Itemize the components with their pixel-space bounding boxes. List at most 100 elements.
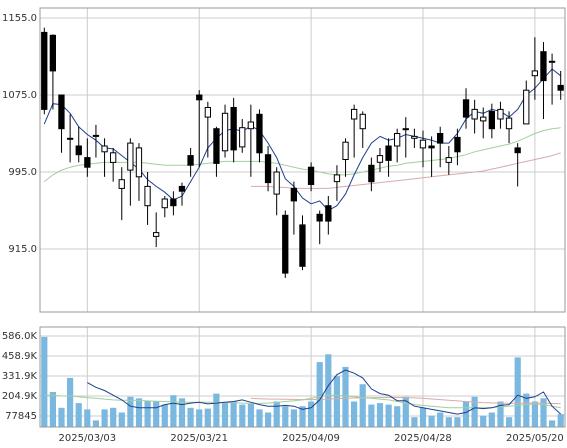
volume-bar: [41, 336, 48, 427]
volume-bar: [282, 406, 289, 427]
candle-down: [187, 155, 194, 166]
candle-down: [299, 224, 306, 267]
candle-down: [178, 185, 186, 192]
candle-down: [49, 34, 57, 72]
candle-up: [273, 171, 280, 195]
candle-up: [548, 60, 556, 63]
date-tick-label: 2025/03/03: [59, 433, 117, 444]
candle-down: [428, 145, 435, 149]
candle-up: [161, 198, 168, 209]
volume-bar: [376, 403, 384, 427]
candle-down: [75, 145, 82, 156]
candle-up: [523, 89, 530, 125]
date-tick-label: 2025/04/28: [394, 433, 452, 444]
candle-up: [118, 179, 125, 189]
volume-bar: [437, 412, 444, 427]
date-tick-label: 2025/05/20: [506, 433, 564, 444]
volume-bar: [540, 398, 547, 427]
candle-up: [247, 121, 254, 130]
candle-down: [264, 154, 272, 184]
volume-bar: [514, 357, 521, 427]
candle-down: [256, 113, 263, 154]
candle-down: [41, 31, 48, 110]
volume-bar: [385, 404, 392, 427]
volume-bar: [265, 412, 272, 427]
candle-up: [497, 108, 504, 120]
candle-up: [402, 128, 409, 131]
volume-bar: [239, 404, 246, 427]
candle-up: [101, 145, 108, 153]
volume-bar: [101, 409, 108, 427]
candle-down: [196, 94, 203, 101]
candle-up: [505, 117, 513, 130]
candle-down: [437, 133, 444, 144]
volume-bar: [213, 393, 220, 427]
candle-down: [170, 198, 177, 207]
volume-bar: [161, 404, 168, 427]
volume-bar: [290, 409, 297, 427]
candle-down: [514, 147, 521, 154]
candle-up: [135, 147, 143, 178]
volume-bar: [178, 398, 186, 427]
candle-up: [110, 152, 117, 163]
volume-bar: [299, 406, 306, 427]
volume-ma-mid-line: [44, 394, 561, 409]
candle-up: [144, 185, 151, 207]
candle-up: [480, 116, 487, 122]
volume-bar: [273, 401, 280, 427]
volume-bar: [144, 400, 151, 427]
candle-up: [333, 174, 341, 183]
volume-bar: [428, 415, 435, 427]
candle-down: [230, 107, 237, 151]
candle-down: [92, 134, 100, 137]
candle-up: [411, 135, 418, 139]
volume-bar: [488, 412, 495, 427]
volume-bar: [230, 401, 237, 427]
candle-down: [488, 110, 496, 130]
candle-up: [419, 139, 427, 149]
volume-bar: [506, 417, 513, 427]
volume-bar: [247, 403, 254, 427]
candle-up: [221, 112, 229, 152]
date-tick-label: 2025/04/09: [282, 433, 340, 444]
candle-down: [368, 164, 375, 183]
volume-bar: [411, 417, 418, 427]
volume-bar: [454, 417, 461, 427]
volume-tick-label: 204.9K: [2, 391, 38, 402]
volume-bar: [342, 366, 349, 427]
volume-bar: [75, 403, 82, 427]
volume-tick-label: 586.0K: [2, 331, 38, 342]
volume-bar: [153, 401, 160, 427]
candlestick-layer: [41, 27, 564, 278]
frame-layer: [39, 7, 566, 428]
volume-bar: [497, 401, 504, 427]
volume-bar: [49, 392, 56, 427]
volume-bar: [557, 414, 564, 427]
price-frame: [39, 7, 566, 313]
price-tick-label: 1075.0: [2, 90, 37, 101]
volume-layer: [41, 336, 564, 427]
ma-long-line: [250, 152, 561, 189]
candle-down: [316, 213, 323, 222]
volume-bar: [118, 412, 125, 427]
price-tick-label: 1155.0: [2, 13, 37, 24]
volume-bar: [368, 404, 375, 427]
volume-bar: [549, 420, 556, 427]
volume-bar: [351, 401, 358, 427]
volume-bar: [471, 396, 478, 427]
candle-down: [462, 99, 470, 118]
candle-down: [282, 214, 289, 274]
candle-up: [153, 232, 160, 237]
volume-ma-short-line: [87, 369, 562, 415]
candle-down: [58, 94, 65, 130]
volume-bar: [256, 409, 263, 427]
volume-tick-label: 77845: [5, 411, 37, 422]
volume-bar: [170, 395, 177, 427]
volume-bar: [204, 408, 211, 427]
volume-bar: [135, 398, 143, 427]
candle-up: [531, 70, 539, 77]
volume-tick-label: 331.9K: [2, 371, 38, 382]
volume-bar: [187, 407, 194, 427]
